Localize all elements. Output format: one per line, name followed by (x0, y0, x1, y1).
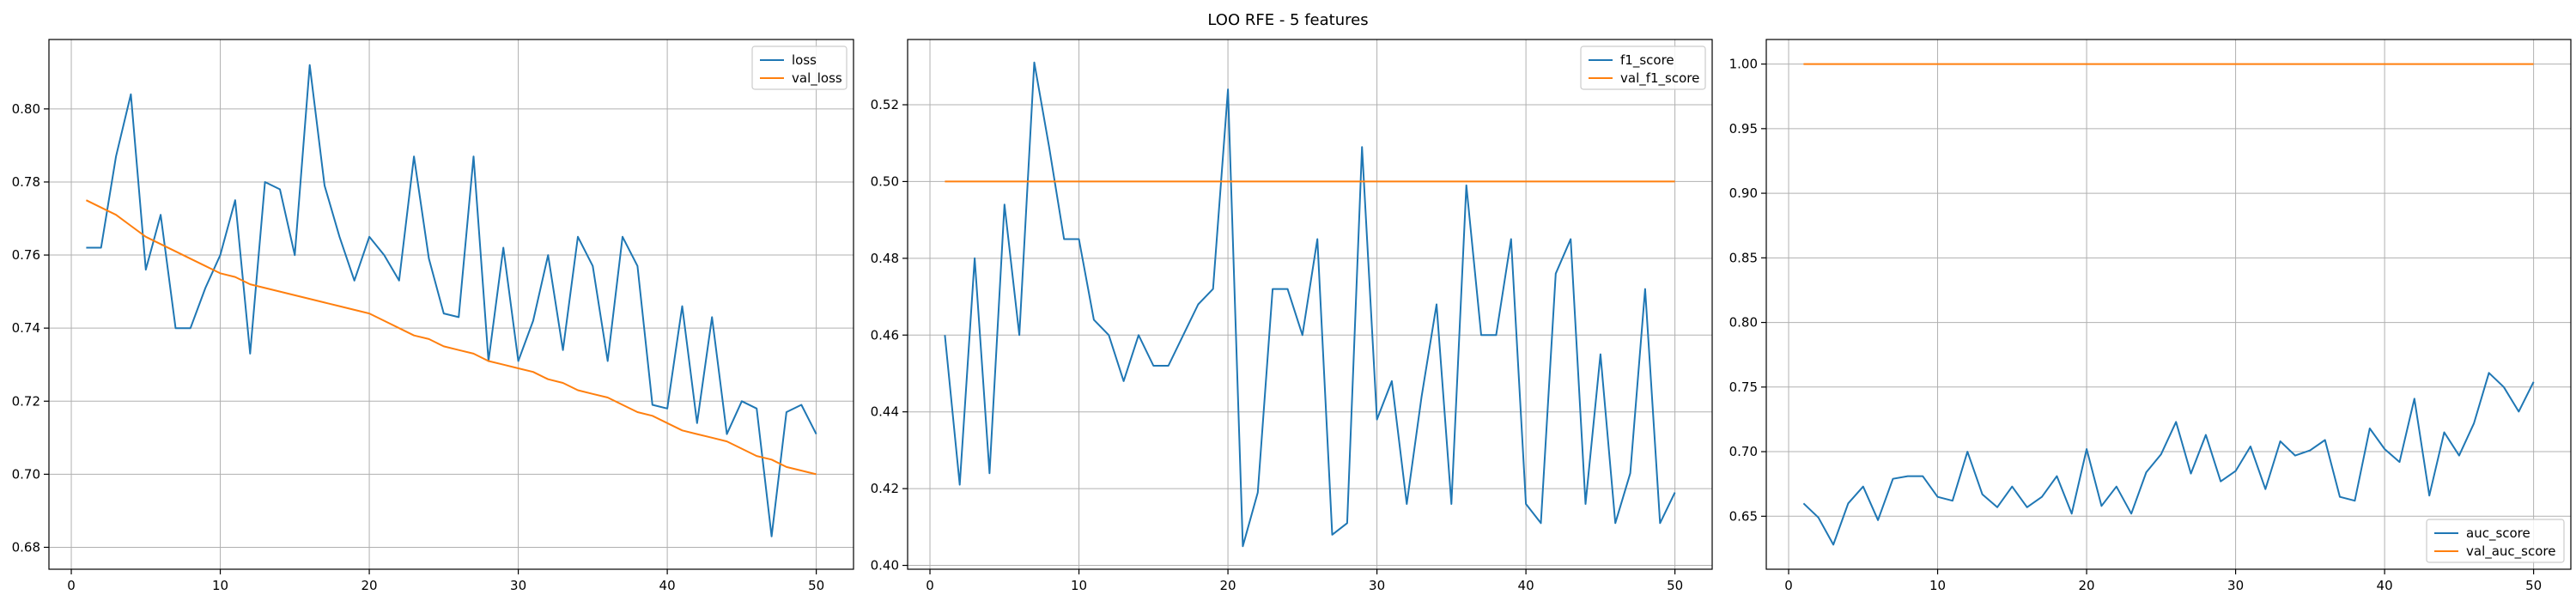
y-tick-label: 0.68 (12, 539, 40, 555)
figure-title: LOO RFE - 5 features (1207, 11, 1368, 29)
legend-label-val_auc_score: val_auc_score (2466, 543, 2556, 560)
y-tick-label: 0.85 (1729, 250, 1758, 265)
legend-label-val_f1_score: val_f1_score (1620, 70, 1699, 87)
y-tick-label: 0.78 (12, 174, 40, 190)
y-tick-label: 0.42 (871, 481, 899, 496)
legend-box (2426, 519, 2565, 563)
y-tick-label: 0.48 (871, 251, 899, 266)
y-tick-label: 1.00 (1729, 57, 1758, 72)
axes-frame (907, 39, 1713, 570)
axes-frame (1765, 39, 2572, 570)
x-tick-label: 10 (1071, 578, 1087, 593)
y-tick-label: 0.76 (12, 247, 40, 263)
series-line-auc_score (1802, 372, 2535, 546)
legend-label-auc_score: auc_score (2466, 525, 2530, 542)
subplots-container: 0 10 20 30 40 50 0.68 0.70 0.72 0.74 0.76 0.78 0.80 l… (12, 39, 2572, 593)
y-tick-label: 0.80 (1729, 315, 1758, 331)
subplot-2: 0 10 20 30 40 50 0.40 0.42 0.44 0.46 0.48 0.50 0.52 f… (871, 39, 1713, 593)
x-tick-label: 50 (1667, 578, 1683, 593)
legend-label-loss: loss (792, 52, 817, 68)
x-tick-label: 30 (1369, 578, 1385, 593)
y-tick-label: 0.74 (12, 320, 40, 336)
y-tick-label: 0.75 (1729, 379, 1758, 395)
x-tick-label: 10 (1929, 578, 1946, 593)
x-tick-label: 20 (361, 578, 378, 593)
subplot-1: 0 10 20 30 40 50 0.68 0.70 0.72 0.74 0.76 0.78 0.80 l… (12, 39, 854, 593)
x-tick-label: 50 (2525, 578, 2542, 593)
series-line-loss (86, 64, 817, 537)
x-tick-label: 40 (1518, 578, 1534, 593)
x-tick-label: 10 (212, 578, 228, 593)
y-tick-label: 0.44 (871, 404, 899, 420)
x-tick-label: 40 (659, 578, 676, 593)
y-tick-label: 0.65 (1729, 508, 1758, 524)
y-tick-label: 0.40 (871, 558, 899, 574)
x-tick-label: 30 (2227, 578, 2244, 593)
axes-frame (48, 39, 854, 570)
y-tick-label: 0.72 (12, 393, 40, 409)
x-tick-label: 50 (808, 578, 824, 593)
x-tick-label: 0 (926, 578, 934, 593)
y-tick-label: 0.50 (871, 173, 899, 189)
legend-label-f1_score: f1_score (1620, 52, 1674, 69)
y-tick-label: 0.70 (1729, 444, 1758, 459)
y-tick-label: 0.52 (871, 97, 899, 112)
x-tick-label: 30 (510, 578, 526, 593)
series-line-val_loss (85, 199, 817, 476)
y-tick-label: 0.80 (12, 101, 40, 117)
x-tick-label: 0 (1784, 578, 1793, 593)
legend-label-val_loss: val_loss (792, 70, 842, 87)
subplot-3: 0 10 20 30 40 50 0.65 0.70 0.75 0.80 0.85 0.90 0.95 1… (1729, 39, 2572, 593)
y-tick-label: 0.95 (1729, 121, 1758, 137)
y-tick-label: 0.70 (12, 466, 40, 482)
y-tick-label: 0.90 (1729, 185, 1758, 201)
y-tick-label: 0.46 (871, 327, 899, 343)
x-tick-label: 20 (2079, 578, 2095, 593)
legend: loss val_loss (751, 46, 848, 90)
x-tick-label: 0 (67, 578, 76, 593)
x-tick-label: 20 (1220, 578, 1236, 593)
x-tick-label: 40 (2377, 578, 2393, 593)
series-line-f1_score (944, 61, 1676, 548)
